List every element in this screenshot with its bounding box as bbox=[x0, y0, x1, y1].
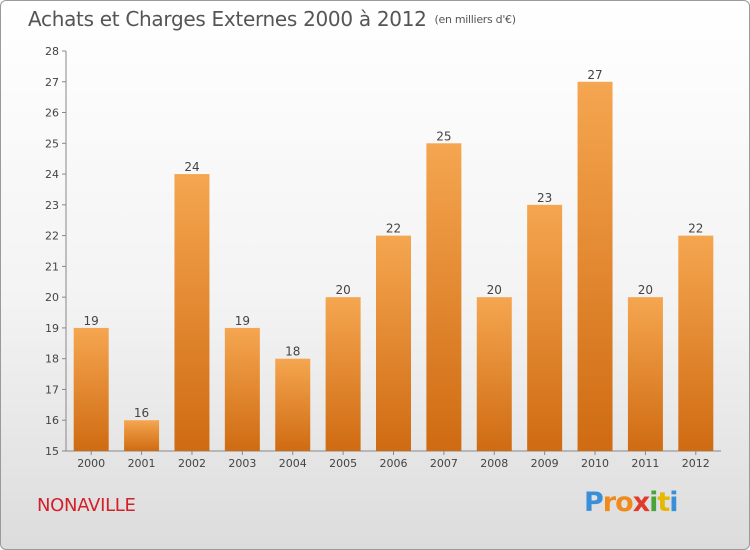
y-tick-label: 21 bbox=[45, 260, 59, 273]
chart-title: Achats et Charges Externes 2000 à 2012 (e… bbox=[28, 7, 516, 31]
x-tick-label-2012: 2012 bbox=[682, 457, 710, 470]
y-tick-label: 24 bbox=[45, 168, 59, 181]
bar-2001 bbox=[124, 420, 160, 451]
data-label-2008: 20 bbox=[487, 283, 502, 297]
bar-2008 bbox=[476, 297, 512, 451]
bar-2010 bbox=[577, 81, 613, 452]
y-tick-label: 23 bbox=[45, 199, 59, 212]
data-label-2000: 19 bbox=[84, 314, 99, 328]
y-tick-label: 15 bbox=[45, 445, 59, 458]
data-label-2012: 22 bbox=[688, 222, 703, 236]
data-label-2007: 25 bbox=[436, 129, 451, 143]
y-tick-label: 18 bbox=[45, 353, 59, 366]
bar-2012 bbox=[678, 235, 714, 451]
y-tick-label: 28 bbox=[45, 45, 59, 58]
y-tick-label: 19 bbox=[45, 322, 59, 335]
bar-2005 bbox=[325, 297, 361, 451]
y-tick-label: 27 bbox=[45, 76, 59, 89]
bar-2000 bbox=[73, 327, 109, 451]
data-label-2010: 27 bbox=[587, 68, 602, 82]
data-label-2004: 18 bbox=[285, 345, 300, 359]
bar-2011 bbox=[627, 297, 663, 451]
x-tick-label-2002: 2002 bbox=[178, 457, 206, 470]
title-main: Achats et Charges Externes 2000 à 2012 bbox=[28, 7, 427, 31]
x-tick-label-2004: 2004 bbox=[279, 457, 307, 470]
y-axis: 15 16 17 18 19 20 21 22 23 24 25 26 27 28 bbox=[45, 45, 67, 458]
data-label-2009: 23 bbox=[537, 191, 552, 205]
y-tick-label: 17 bbox=[45, 383, 59, 396]
bars bbox=[73, 81, 714, 452]
x-tick-label-2010: 2010 bbox=[581, 457, 609, 470]
x-tick-label-2007: 2007 bbox=[430, 457, 458, 470]
data-label-2006: 22 bbox=[386, 222, 401, 236]
y-tick-label: 26 bbox=[45, 107, 59, 120]
x-tick-label-2009: 2009 bbox=[531, 457, 559, 470]
x-tick-label-2005: 2005 bbox=[329, 457, 357, 470]
x-tick-label-2006: 2006 bbox=[380, 457, 408, 470]
bar-2004 bbox=[275, 358, 311, 451]
x-tick-label-2008: 2008 bbox=[480, 457, 508, 470]
bar-2009 bbox=[527, 204, 563, 451]
x-axis: 2000 2001 2002 2003 2004 2005 2006 2007 2008 2009… bbox=[66, 450, 721, 470]
y-tick-label: 16 bbox=[45, 414, 59, 427]
y-tick-label: 25 bbox=[45, 137, 59, 150]
bar-2007 bbox=[426, 143, 462, 452]
data-label-2011: 20 bbox=[638, 283, 653, 297]
x-tick-label-2003: 2003 bbox=[228, 457, 256, 470]
proxiti-logo[interactable]: Proxiti bbox=[584, 487, 679, 518]
bar-2002 bbox=[174, 174, 210, 452]
data-label-2002: 24 bbox=[184, 160, 199, 174]
bar-2006 bbox=[376, 235, 411, 451]
x-tick-label-2001: 2001 bbox=[128, 457, 156, 470]
data-labels: 19 16 24 19 18 20 22 25 20 23 27 20 22 bbox=[84, 68, 704, 420]
data-label-2003: 19 bbox=[235, 314, 250, 328]
commune-name: NONAVILLE bbox=[37, 495, 136, 516]
title-unit: (en milliers d'€) bbox=[434, 13, 516, 26]
data-label-2005: 20 bbox=[335, 283, 350, 297]
bar-2003 bbox=[224, 327, 260, 451]
y-tick-label: 22 bbox=[45, 230, 59, 243]
x-tick-label-2000: 2000 bbox=[77, 457, 105, 470]
x-tick-label-2011: 2011 bbox=[631, 457, 659, 470]
y-tick-label: 20 bbox=[45, 291, 59, 304]
data-label-2001: 16 bbox=[134, 406, 149, 420]
